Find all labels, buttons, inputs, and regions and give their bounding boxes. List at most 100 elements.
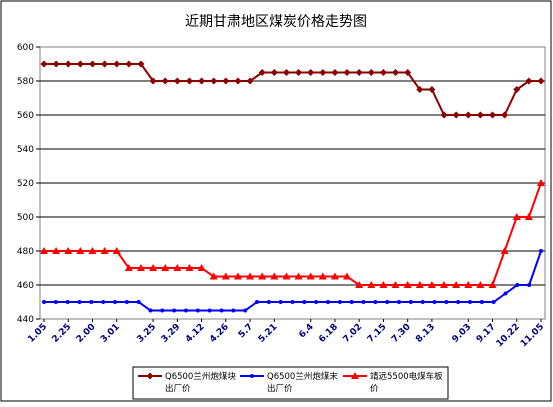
- data-point: [355, 69, 363, 76]
- data-point: [397, 300, 401, 304]
- data-point: [52, 60, 60, 68]
- data-point: [343, 272, 352, 280]
- data-point: [42, 300, 46, 304]
- data-point: [408, 300, 413, 304]
- y-tick-label: 540: [17, 145, 34, 155]
- data-point: [207, 308, 212, 313]
- legend-marker: [146, 372, 154, 380]
- series-3: [40, 179, 545, 288]
- legend-label-continued: 出厂价: [267, 383, 293, 394]
- data-point: [295, 69, 303, 76]
- data-point: [440, 281, 449, 288]
- data-point: [349, 300, 354, 304]
- data-point: [464, 281, 473, 288]
- gridlines: [40, 80, 545, 286]
- data-point: [136, 300, 141, 304]
- data-point: [89, 300, 94, 304]
- series-group: [40, 60, 545, 313]
- data-point: [231, 308, 236, 313]
- data-point: [427, 281, 436, 288]
- data-point: [331, 69, 339, 76]
- data-point: [491, 300, 496, 304]
- data-point: [489, 111, 497, 119]
- data-point: [512, 213, 521, 220]
- data-point: [416, 86, 424, 93]
- y-tick-label: 480: [17, 247, 34, 257]
- data-point: [440, 111, 448, 119]
- data-point: [270, 272, 279, 280]
- data-point: [197, 264, 206, 271]
- data-point: [160, 308, 165, 313]
- data-point: [101, 60, 109, 68]
- data-point: [379, 69, 387, 76]
- data-point: [149, 264, 158, 271]
- data-point: [318, 272, 327, 280]
- data-point: [476, 281, 485, 288]
- data-point: [367, 281, 376, 288]
- data-point: [88, 60, 96, 68]
- data-point: [246, 272, 255, 280]
- data-point: [456, 300, 461, 304]
- data-point: [290, 300, 295, 304]
- data-point: [40, 60, 48, 68]
- data-point: [367, 69, 375, 76]
- legend-box: [132, 366, 449, 400]
- data-point: [195, 308, 200, 313]
- data-point: [52, 247, 61, 254]
- y-axis: 440 460 480 500 520 540 560 580 600: [17, 43, 40, 325]
- data-point: [185, 77, 193, 85]
- data-point: [428, 86, 436, 93]
- data-point: [379, 281, 388, 288]
- legend-marker: [250, 374, 254, 378]
- data-point: [385, 300, 390, 304]
- data-point: [355, 281, 364, 288]
- data-point: [479, 300, 484, 304]
- data-point: [76, 60, 84, 68]
- data-point: [124, 264, 133, 271]
- data-point: [65, 300, 70, 304]
- legend-label: Q6500兰州炮煤末: [267, 371, 338, 382]
- data-point: [137, 60, 145, 68]
- data-point: [515, 283, 520, 287]
- data-point: [112, 247, 121, 254]
- data-point: [184, 308, 188, 313]
- data-point: [100, 247, 109, 254]
- legend-marker: [351, 372, 359, 379]
- data-point: [266, 300, 271, 304]
- data-point: [149, 77, 157, 85]
- data-point: [319, 69, 327, 76]
- data-point: [198, 77, 206, 85]
- data-point: [185, 264, 194, 271]
- data-point: [294, 272, 303, 280]
- data-point: [124, 300, 129, 304]
- data-point: [452, 111, 460, 119]
- data-point: [343, 69, 351, 76]
- series-1: [40, 60, 545, 119]
- data-point: [432, 300, 437, 304]
- data-point: [209, 272, 218, 280]
- y-tick-label: 440: [17, 315, 34, 325]
- data-point: [537, 77, 545, 85]
- data-point: [64, 247, 73, 254]
- data-point: [527, 283, 532, 287]
- data-point: [173, 77, 181, 85]
- data-point: [314, 300, 319, 304]
- data-point: [330, 272, 339, 280]
- data-point: [233, 272, 242, 280]
- data-point: [468, 300, 472, 304]
- data-point: [246, 77, 254, 85]
- legend-label: Q6500兰州炮煤块: [165, 371, 236, 382]
- data-point: [282, 272, 291, 280]
- data-point: [255, 300, 259, 304]
- data-point: [306, 272, 315, 280]
- data-point: [452, 281, 461, 288]
- data-point: [161, 77, 169, 85]
- data-point: [222, 77, 230, 85]
- data-point: [77, 300, 82, 304]
- data-point: [476, 111, 484, 119]
